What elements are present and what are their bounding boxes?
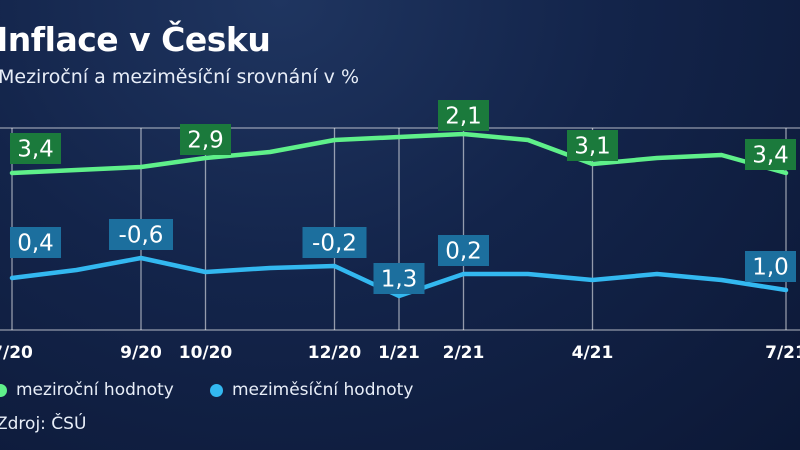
data-label-yoy: 2,1 <box>438 100 489 131</box>
data-label-text: 2,9 <box>187 128 224 154</box>
series-line-mom <box>9 255 789 299</box>
data-label-mom: 1,0 <box>745 251 796 282</box>
data-label-mom: 0,4 <box>10 227 61 258</box>
data-label-yoy: 3,1 <box>567 130 618 161</box>
legend-label-yoy: meziroční hodnoty <box>16 380 174 400</box>
x-tick-label: 9/20 <box>120 343 162 363</box>
data-label-bg <box>302 227 367 258</box>
x-tick-label: 1/21 <box>378 343 420 363</box>
data-label-mom: 1,3 <box>373 263 425 294</box>
data-label-bg <box>567 130 618 161</box>
data-label-text: 2,1 <box>445 104 482 130</box>
data-label-bg <box>180 124 231 155</box>
legend-item-yoy: meziroční hodnoty <box>0 380 174 400</box>
data-label-text: -0,2 <box>312 231 357 257</box>
x-tick-label: 10/20 <box>179 343 233 363</box>
data-label-text: 1,0 <box>752 255 789 281</box>
data-label-text: 3,1 <box>574 134 611 160</box>
legend-item-mom: meziměsíční hodnoty <box>210 380 413 400</box>
x-tick-label: 7/20 <box>0 343 33 363</box>
x-tick-label: 12/20 <box>308 343 362 363</box>
data-label-mom: -0,2 <box>302 227 367 258</box>
data-label-mom: 0,2 <box>438 235 489 266</box>
data-label-yoy: 3,4 <box>745 139 796 170</box>
data-label-text: 0,4 <box>17 231 54 257</box>
data-label-mom: -0,6 <box>109 219 173 250</box>
data-label-text: 3,4 <box>752 143 789 169</box>
chart-title: Inflace v Česku <box>0 20 271 59</box>
data-label-bg <box>745 139 796 170</box>
data-label-bg <box>10 133 61 164</box>
x-tick-label: 2/21 <box>443 343 485 363</box>
legend-label-mom: meziměsíční hodnoty <box>232 380 414 400</box>
source-note: Zdroj: ČSÚ <box>0 414 87 434</box>
series-line-yoy <box>9 131 789 176</box>
chart-legend: meziroční hodnoty meziměsíční hodnoty <box>0 380 794 404</box>
data-label-yoy: 3,4 <box>10 133 61 164</box>
data-label-text: 3,4 <box>17 137 54 163</box>
data-label-bg <box>373 263 425 294</box>
data-label-text: 0,2 <box>445 239 482 265</box>
data-label-bg <box>109 219 173 250</box>
data-label-text: -0,6 <box>119 223 164 249</box>
legend-marker-yoy <box>0 383 7 397</box>
data-label-text: 1,3 <box>381 267 418 293</box>
chart-subtitle: Meziroční a meziměsíční srovnání v % <box>0 66 360 88</box>
data-label-yoy: 2,9 <box>180 124 231 155</box>
x-tick-label: 4/21 <box>572 343 614 363</box>
x-tick-label: 7/21 <box>765 343 800 363</box>
legend-marker-mom <box>210 383 223 397</box>
data-label-bg <box>438 100 489 131</box>
data-label-bg <box>438 235 489 266</box>
data-label-bg <box>10 227 61 258</box>
data-label-bg <box>745 251 796 282</box>
